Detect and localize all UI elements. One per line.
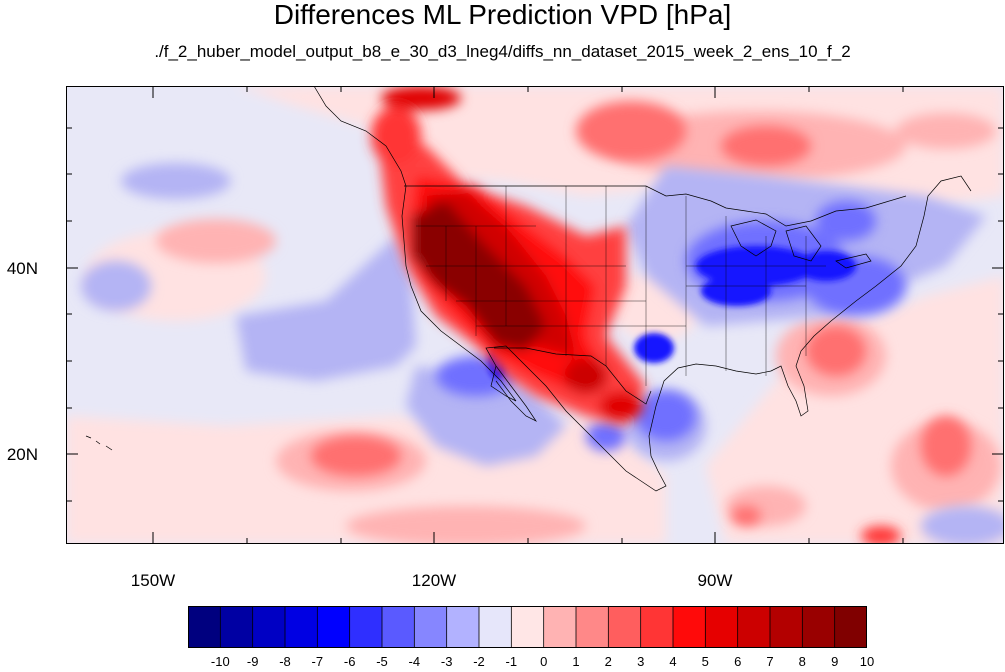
colorbar-swatch bbox=[608, 606, 641, 648]
colorbar-swatch bbox=[446, 606, 480, 648]
colorbar-frame bbox=[188, 606, 867, 648]
colorbar-tick-label: -4 bbox=[408, 654, 421, 669]
colorbar-tick-label: -2 bbox=[473, 654, 485, 669]
colorbar-tick-label: -5 bbox=[376, 654, 388, 669]
us-state-lines bbox=[416, 186, 826, 386]
vpd-difference-map bbox=[66, 86, 1004, 544]
coastlines-and-borders bbox=[85, 86, 972, 492]
colorbar-swatch bbox=[479, 606, 512, 648]
lat-tick-label-40n: 40N bbox=[6, 259, 38, 278]
colorbar-tick-label: -6 bbox=[343, 654, 356, 669]
colorbar-swatch bbox=[673, 606, 706, 648]
colorbar-tick-label: 3 bbox=[637, 654, 645, 669]
colorbar-tick-label: -8 bbox=[279, 654, 291, 669]
colorbar-swatch bbox=[770, 606, 803, 648]
us-canada-border bbox=[404, 185, 907, 227]
anomaly-warm-west-regions bbox=[371, 86, 901, 544]
colorbar-tick-label: 0 bbox=[540, 654, 548, 669]
colorbar-swatch bbox=[349, 606, 383, 648]
colorbar-swatch bbox=[188, 606, 221, 648]
colorbar bbox=[188, 606, 867, 648]
colorbar-swatch bbox=[317, 606, 350, 648]
lon-tick-label-150w: 150W bbox=[130, 571, 176, 590]
lat-tick-label-20n: 20N bbox=[6, 445, 38, 464]
colorbar-swatch bbox=[414, 606, 447, 648]
colorbar-tick-label: -9 bbox=[246, 654, 259, 669]
colorbar-swatch bbox=[737, 606, 771, 648]
colorbar-swatch bbox=[705, 606, 738, 648]
north-america-coastline bbox=[313, 86, 972, 492]
map-title: Differences ML Prediction VPD [hPa] bbox=[273, 0, 732, 30]
colorbar-tick-label: 5 bbox=[701, 654, 709, 669]
anomaly-red-regions bbox=[311, 101, 971, 526]
colorbar-swatch bbox=[640, 606, 674, 648]
colorbar-tick-label: 8 bbox=[798, 654, 806, 669]
lon-tick-label-90w: 90W bbox=[697, 571, 733, 590]
colorbar-tick-label: 7 bbox=[766, 654, 774, 669]
map-subtitle: ./f_2_huber_model_output_b8_e_30_d3_lneg… bbox=[154, 42, 851, 61]
great-lakes bbox=[730, 219, 872, 269]
map-frame bbox=[66, 86, 1004, 544]
colorbar-tick-label: -1 bbox=[505, 654, 518, 669]
lon-tick-label-120w: 120W bbox=[411, 571, 457, 590]
gulf-of-california bbox=[495, 365, 538, 422]
colorbar-swatch bbox=[382, 606, 415, 648]
colorbar-tick-label: 4 bbox=[669, 654, 677, 669]
colorbar-swatch bbox=[576, 606, 609, 648]
colorbar-tick-label: 2 bbox=[604, 654, 612, 669]
colorbar-tick-label: 1 bbox=[572, 654, 580, 669]
colorbar-swatch bbox=[543, 606, 577, 648]
colorbar-tick-label: -10 bbox=[210, 654, 230, 669]
us-mexico-border bbox=[494, 347, 652, 405]
colorbar-tick-label: -7 bbox=[311, 654, 324, 669]
colorbar-tick-label: -3 bbox=[440, 654, 453, 669]
hawaii-islands bbox=[85, 435, 113, 451]
colorbar-tick-label: 6 bbox=[734, 654, 742, 669]
colorbar-tick-label: 10 bbox=[859, 654, 875, 669]
colorbar-swatch bbox=[511, 606, 544, 648]
colorbar-swatch bbox=[802, 606, 835, 648]
map-tick-marks bbox=[66, 86, 1004, 544]
colorbar-tick-label: 9 bbox=[831, 654, 839, 669]
colorbar-swatch bbox=[834, 606, 867, 648]
colorbar-swatch bbox=[220, 606, 253, 648]
colorbar-swatch bbox=[252, 606, 286, 648]
colorbar-swatch bbox=[285, 606, 318, 648]
